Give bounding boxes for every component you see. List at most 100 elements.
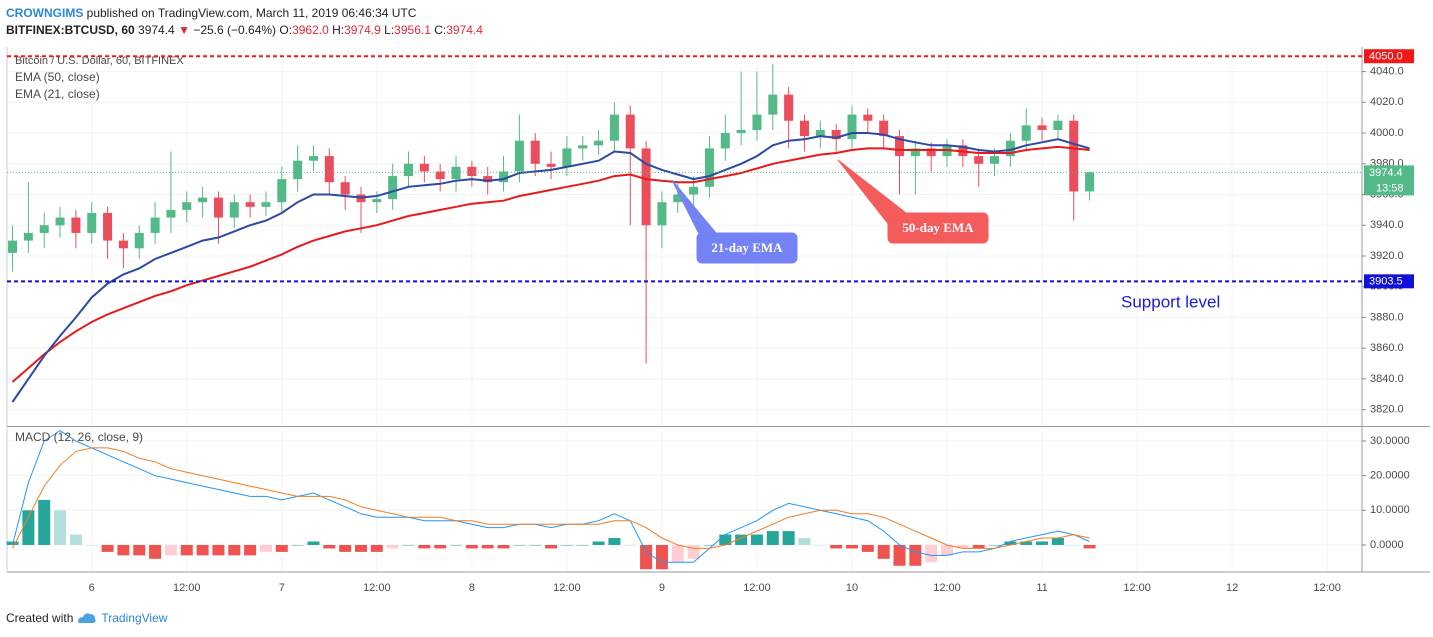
histogram-bar xyxy=(85,544,98,546)
histogram-bar xyxy=(988,544,1001,546)
candle-body xyxy=(293,160,303,180)
histogram-bar xyxy=(69,534,82,545)
pane-title: MACD (12, 26, close, 9) xyxy=(15,430,143,444)
x-tick-label: 9 xyxy=(659,582,665,594)
x-tick-label: 12:00 xyxy=(743,582,771,594)
ohlc-value: 3974.4 xyxy=(446,23,483,37)
histogram-bar xyxy=(117,544,130,556)
change: −25.6 (−0.64%) xyxy=(193,23,277,37)
candle-body xyxy=(245,202,255,207)
histogram-bar xyxy=(814,544,827,546)
histogram-bar xyxy=(244,544,257,556)
x-tick-label: 7 xyxy=(279,582,285,594)
candle-body xyxy=(784,94,794,121)
histogram-bar xyxy=(465,544,478,549)
chart: 6 12:00 7 12:00 8 12:00 9 12:00 10 12:00 11 12:00 12… xyxy=(6,47,1430,594)
histogram-bar xyxy=(750,534,763,545)
histogram-bar xyxy=(624,544,637,546)
candle-body xyxy=(23,232,33,241)
histogram-bar xyxy=(212,544,225,556)
candle-body xyxy=(594,140,604,146)
y-tick-label: 4040.0 xyxy=(1370,65,1404,77)
histogram-bar xyxy=(418,544,431,549)
candle-body xyxy=(926,148,936,157)
candle-body xyxy=(546,163,556,167)
y-tick-label: 0.0000 xyxy=(1370,539,1404,551)
candle-body xyxy=(55,217,65,226)
histogram-bar xyxy=(228,544,241,556)
histogram-bar xyxy=(798,538,811,545)
candle-body xyxy=(641,148,651,226)
countdown: 13:58 xyxy=(1376,182,1404,194)
histogram-bar xyxy=(972,544,985,549)
histogram-bar xyxy=(259,544,272,552)
histogram-bar xyxy=(703,544,716,546)
candle-body xyxy=(388,176,398,200)
candle-body xyxy=(340,182,350,195)
histogram-bar xyxy=(386,544,399,549)
histogram-bar xyxy=(164,544,177,556)
header-line: BITFINEX:BTCUSD, 60 3974.4 ▼ −25.6 (−0.6… xyxy=(6,22,483,39)
histogram-bar xyxy=(370,544,383,552)
price: 3974.4 xyxy=(138,23,175,37)
candle-body xyxy=(673,194,683,203)
candle-body xyxy=(831,129,841,140)
candle-body xyxy=(736,129,746,134)
histogram-bar xyxy=(782,531,795,545)
candle-body xyxy=(879,120,889,137)
histogram-bar xyxy=(1020,541,1033,545)
annotation-text: Support level xyxy=(1121,292,1220,311)
candle-body xyxy=(689,186,699,195)
candle-body xyxy=(1053,120,1063,130)
histogram-bar xyxy=(529,544,542,546)
candle-body xyxy=(657,202,667,226)
candle-body xyxy=(39,225,49,233)
candle-body xyxy=(483,176,493,183)
candle-body xyxy=(974,156,984,164)
candle-body xyxy=(847,114,857,140)
x-tick-label: 8 xyxy=(469,582,475,594)
candle-body xyxy=(166,209,176,218)
candle-body xyxy=(863,114,873,121)
histogram-bar xyxy=(735,534,748,545)
candle-body xyxy=(451,166,461,180)
histogram-bar xyxy=(941,544,954,556)
ohlc-value: 3962.0 xyxy=(292,23,329,37)
histogram-bar xyxy=(560,544,573,546)
histogram-bar xyxy=(830,544,843,549)
candle-body xyxy=(419,163,429,172)
level-tag xyxy=(1364,274,1414,289)
histogram-bar xyxy=(402,544,415,546)
histogram-bar xyxy=(608,538,621,545)
y-tick-label: 3860.0 xyxy=(1370,342,1404,354)
candle-body xyxy=(990,156,1000,164)
y-tick-label: 4020.0 xyxy=(1370,96,1404,108)
candle-body xyxy=(182,202,192,210)
candle-body xyxy=(118,240,128,249)
line-series xyxy=(11,145,1090,383)
line-series xyxy=(11,132,1090,403)
y-tick-label: 3820.0 xyxy=(1370,404,1404,416)
y-tick-label: 3880.0 xyxy=(1370,311,1404,323)
x-tick-label: 11 xyxy=(1036,582,1047,594)
histogram-bar xyxy=(545,544,558,549)
line-series xyxy=(12,430,1090,563)
y-tick-label: 3840.0 xyxy=(1370,373,1404,385)
arrow: ▼ xyxy=(178,23,190,37)
candle-body xyxy=(1069,120,1079,192)
histogram-bar xyxy=(956,544,969,549)
y-tick-label: 4000.0 xyxy=(1370,127,1404,139)
candle-body xyxy=(768,94,778,115)
histogram-bar xyxy=(149,544,162,559)
histogram-bar xyxy=(22,510,35,545)
histogram-bar xyxy=(925,544,938,563)
histogram-bar xyxy=(592,541,605,545)
histogram-bar xyxy=(1083,544,1096,549)
candle-body xyxy=(752,114,762,130)
histogram-bar xyxy=(576,544,589,546)
histogram-bar xyxy=(54,510,67,545)
histogram-bar xyxy=(291,544,304,546)
candle-body xyxy=(324,156,334,183)
histogram-bar xyxy=(38,499,51,545)
x-tick-label: 6 xyxy=(89,582,95,594)
